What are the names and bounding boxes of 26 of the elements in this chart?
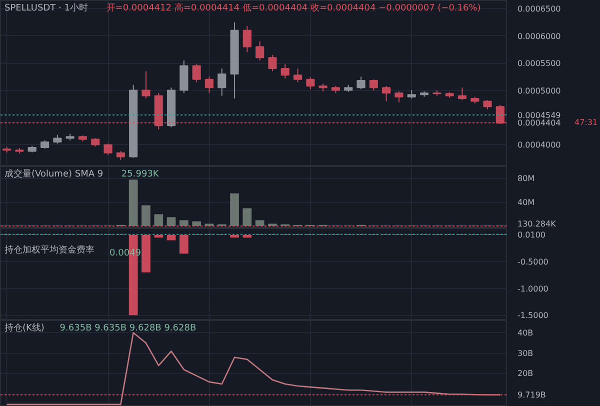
y-tick-label: 40B xyxy=(518,328,534,338)
y-tick-label: 80M xyxy=(518,174,535,183)
ref-line-label: 0.0100 xyxy=(518,230,546,240)
chart-subtitle: 25.993K xyxy=(121,170,160,180)
chart-title: SPELLUSDT · 1小时 xyxy=(4,2,88,14)
ref-line-label: 9.719B xyxy=(518,390,546,400)
y-tick-label: 0.0006500 xyxy=(518,4,561,14)
text: 47:31 xyxy=(574,118,598,128)
ref-line-label: 0.0004404 xyxy=(518,118,561,128)
y-tick-label: 30B xyxy=(518,348,534,358)
chart-title: 持仓(K线) xyxy=(4,322,44,334)
chart-subtitle: 开=0.0004412 高=0.0004414 低=0.0004404 收=0.0004404 −0.0000007 (−0.16%) xyxy=(106,2,481,14)
chart-title: 成交量(Volume) SMA 9 xyxy=(4,168,104,180)
ref-line-label: 0.0004549 xyxy=(518,110,561,120)
y-tick-label: 0.0005000 xyxy=(518,86,561,96)
ref-line-label: 130.284K xyxy=(518,220,557,228)
y-tick-label: 20B xyxy=(518,369,534,378)
y-tick-label: 0.0005500 xyxy=(518,59,561,68)
text: 持仓加权平均资金费率 xyxy=(4,244,94,256)
y-tick-label: -1.0000 xyxy=(518,284,548,294)
y-tick-label: -0.5000 xyxy=(518,258,548,267)
y-tick-label: 0.0006000 xyxy=(518,32,561,41)
chart-subtitle: 9.635B 9.635B 9.628B 9.628B xyxy=(60,324,196,334)
y-tick-label: -1.5000 xyxy=(518,311,548,320)
y-tick-label: 0.0004000 xyxy=(518,140,561,150)
y-tick-label: 40M xyxy=(518,198,535,207)
